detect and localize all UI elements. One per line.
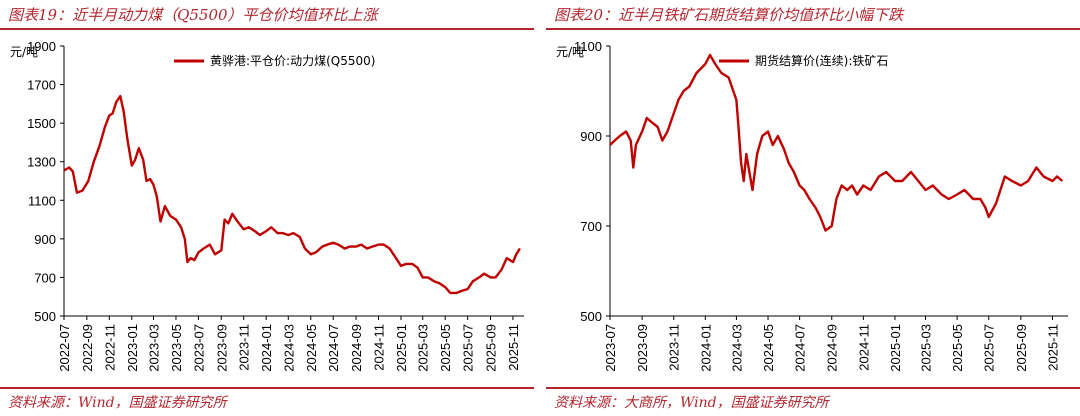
y-tick-label: 1500 xyxy=(27,116,56,131)
iron-ore-price-chart: 元/吨 500 700 900 1100 2023-07 2023-09 2023-11 202… xyxy=(556,39,1068,372)
x-tick-label: 2025-03 xyxy=(416,324,431,372)
x-tick-label: 2025-01 xyxy=(888,324,903,372)
x-tick-label: 2024-09 xyxy=(825,324,840,372)
x-tick-label: 2023-05 xyxy=(169,324,184,372)
x-tick-label: 2025-07 xyxy=(982,324,997,372)
y-tick-label: 700 xyxy=(580,219,602,234)
x-tick-label: 2023-01 xyxy=(125,324,140,372)
legend-label: 黄骅港:平仓价:动力煤(Q5500) xyxy=(210,54,375,68)
series-line xyxy=(63,94,521,295)
y-tick-label: 700 xyxy=(34,270,56,285)
x-tick-label: 2025-01 xyxy=(394,324,409,372)
figure-title: 图表20：近半月铁矿石期货结算价均值环比小幅下跌 xyxy=(554,6,904,24)
x-tick-label: 2022-11 xyxy=(102,324,117,371)
figure-title: 图表19：近半月动力煤（Q5500）平仓价均值环比上涨 xyxy=(8,6,378,24)
x-tick-label: 2024-01 xyxy=(698,324,713,372)
x-tick-label: 2024-05 xyxy=(761,324,776,372)
x-tick-label: 2025-07 xyxy=(461,324,476,372)
x-tick-label: 2024-01 xyxy=(259,324,274,372)
figure-source: 资料来源：Wind，国盛证券研究所 xyxy=(8,395,227,411)
x-tick-label: 2024-09 xyxy=(349,324,364,372)
y-tick-label: 500 xyxy=(34,309,56,324)
y-tick-label: 1100 xyxy=(28,193,56,208)
x-tick-label: 2022-09 xyxy=(80,324,95,372)
x-tick-label: 2025-05 xyxy=(950,324,965,372)
figure-source: 资料来源：大商所，Wind，国盛证券研究所 xyxy=(554,395,829,411)
title-divider xyxy=(546,28,1080,30)
x-tick-label: 2024-03 xyxy=(729,324,744,372)
y-tick-label: 1700 xyxy=(27,78,56,93)
x-tick-label: 2024-07 xyxy=(793,324,808,372)
x-tick-label: 2024-11 xyxy=(372,324,387,371)
x-tick-label: 2025-05 xyxy=(438,324,453,372)
legend-label: 期货结算价(连续):铁矿石 xyxy=(755,53,888,68)
x-tick-label: 2024-07 xyxy=(326,324,341,372)
x-tick-label: 2024-05 xyxy=(304,324,319,372)
chart-panel-iron-ore: 图表20：近半月铁矿石期货结算价均值环比小幅下跌 元/吨 500 700 900 110… xyxy=(546,0,1080,416)
y-tick-label: 1900 xyxy=(27,39,56,54)
source-divider xyxy=(0,387,534,389)
y-axis-unit: 元/吨 xyxy=(10,45,38,59)
x-tick-label: 2023-03 xyxy=(146,324,161,372)
x-tick-label: 2023-07 xyxy=(603,324,618,372)
x-tick-label: 2023-09 xyxy=(214,324,229,372)
x-tick-label: 2023-09 xyxy=(635,324,650,372)
source-divider xyxy=(546,387,1080,389)
title-divider xyxy=(0,28,534,30)
chart-panel-coal: 图表19：近半月动力煤（Q5500）平仓价均值环比上涨 元/吨 500 700 900… xyxy=(0,0,534,416)
y-tick-label: 500 xyxy=(580,309,602,324)
x-tick-label: 2023-11 xyxy=(667,324,682,371)
x-tick-label: 2023-07 xyxy=(191,324,206,372)
y-tick-label: 900 xyxy=(580,129,602,144)
y-tick-label: 900 xyxy=(34,232,56,247)
x-tick-label: 2025-11 xyxy=(506,324,521,371)
coal-price-chart: 元/吨 500 700 900 1100 1300 1500 1700 1900 2022-07 2… xyxy=(10,39,524,372)
x-tick-label: 2025-09 xyxy=(1014,324,1029,372)
x-tick-label: 2022-07 xyxy=(57,324,72,372)
x-tick-label: 2023-11 xyxy=(237,324,252,371)
x-tick-label: 2025-11 xyxy=(1045,324,1060,371)
y-tick-label: 1100 xyxy=(574,39,602,54)
x-tick-label: 2025-03 xyxy=(919,324,934,372)
x-tick-label: 2025-09 xyxy=(483,324,498,372)
x-tick-label: 2024-11 xyxy=(856,324,871,371)
x-tick-label: 2024-03 xyxy=(281,324,296,372)
y-tick-label: 1300 xyxy=(27,155,56,170)
y-axis-unit: 元/吨 xyxy=(556,45,584,59)
series-line xyxy=(609,53,1064,232)
